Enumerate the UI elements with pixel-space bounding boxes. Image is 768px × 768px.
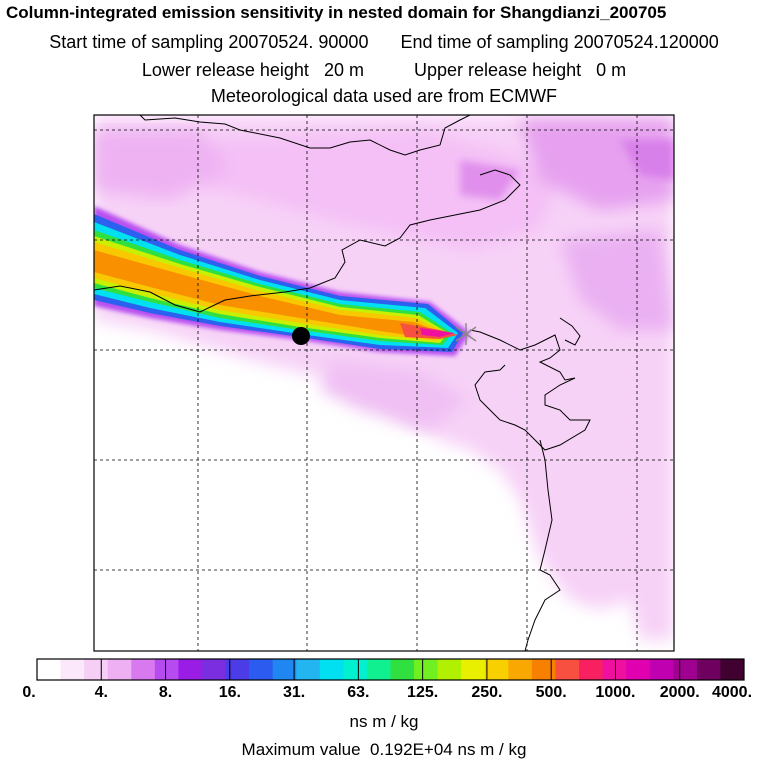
colorbar-cell: [649, 659, 674, 680]
colorbar-cell: [201, 659, 227, 680]
colorbar-tick-label: 4000.: [711, 684, 753, 701]
colorbar-cell: [579, 659, 604, 680]
colorbar-cell: [225, 659, 250, 680]
release-star: [455, 323, 477, 345]
max-units: ns m / kg: [457, 740, 527, 759]
colorbar-cell: [296, 659, 321, 680]
lower-value: 20 m: [323, 60, 364, 80]
colorbar-cell: [414, 659, 439, 680]
colorbar-cell: [696, 659, 721, 680]
colorbar-tick-label: 16.: [218, 684, 241, 701]
coastlines: [94, 115, 591, 651]
start-label: Start time of sampling: [49, 32, 224, 52]
start-value: 20070524. 90000: [228, 32, 369, 52]
sampling-times: Start time of sampling 20070524. 90000 E…: [0, 32, 768, 52]
colorbar-units: ns m / kg: [349, 712, 419, 731]
colorbar-cell: [484, 659, 509, 680]
colorbar-cell: [673, 659, 698, 680]
max-number: 0.192E+04: [370, 740, 453, 759]
end-label: End time of sampling: [400, 32, 569, 52]
colorbar-cell: [60, 659, 85, 680]
colorbar-cell: [37, 659, 62, 680]
colorbar-tick-label: 31.: [282, 684, 306, 701]
colorbar-cell: [178, 659, 203, 680]
colorbar-cell: [437, 659, 462, 680]
colorbar-cell: [508, 659, 533, 680]
map-frame: [93, 114, 675, 652]
colorbar-tick-label: 0.: [22, 684, 36, 701]
colorbar-cell: [461, 659, 486, 680]
colorbar-tick-label: 500.: [535, 684, 567, 701]
colorbar-cell: [602, 659, 627, 680]
map-title: Column-integrated emission sensitivity i…: [6, 3, 667, 22]
met-data-text: Meteorological data used are from ECMWF: [210, 86, 558, 106]
upper-label: Upper release height: [414, 60, 582, 80]
release-heights: Lower release height 20 m Upper release …: [0, 60, 768, 80]
colorbar-cell: [249, 659, 274, 680]
map-field: [94, 115, 674, 651]
colorbar-tick-label: 250.: [471, 684, 503, 701]
colorbar-cell: [84, 659, 109, 680]
graticule: [94, 115, 674, 651]
colorbar-cell: [390, 659, 415, 680]
colorbar-tick-label: 125.: [407, 684, 439, 701]
colorbar-cell: [343, 659, 368, 680]
lower-label: Lower release height: [141, 60, 309, 80]
maximum-value: Maximum value 0.192E+04 ns m / kg: [0, 740, 768, 760]
colorbar-tick-label: 8.: [158, 684, 173, 701]
colorbar-tick-label: 63.: [347, 684, 370, 701]
colorbar-tick-label: 1000.: [595, 684, 636, 701]
end-value: 20070524.120000: [573, 32, 719, 52]
colorbar-cell: [154, 659, 179, 680]
colorbar-cell: [720, 659, 745, 680]
colorbar-tick-label: 2000.: [659, 684, 700, 701]
colorbar-cell: [626, 659, 651, 680]
colorbar-cell: [366, 659, 391, 680]
receptor-dot: [292, 327, 310, 345]
colorbar-cell: [531, 659, 556, 680]
colorbar-cell: [131, 659, 156, 680]
colorbar-cell: [555, 659, 580, 680]
max-label: Maximum value: [241, 740, 361, 759]
colorbar-cell: [272, 659, 297, 680]
colorbar-tick-label: 4.: [94, 684, 108, 701]
upper-value: 0 m: [596, 60, 627, 80]
colorbar-cell: [107, 659, 132, 680]
colorbar-cell: [319, 659, 344, 680]
